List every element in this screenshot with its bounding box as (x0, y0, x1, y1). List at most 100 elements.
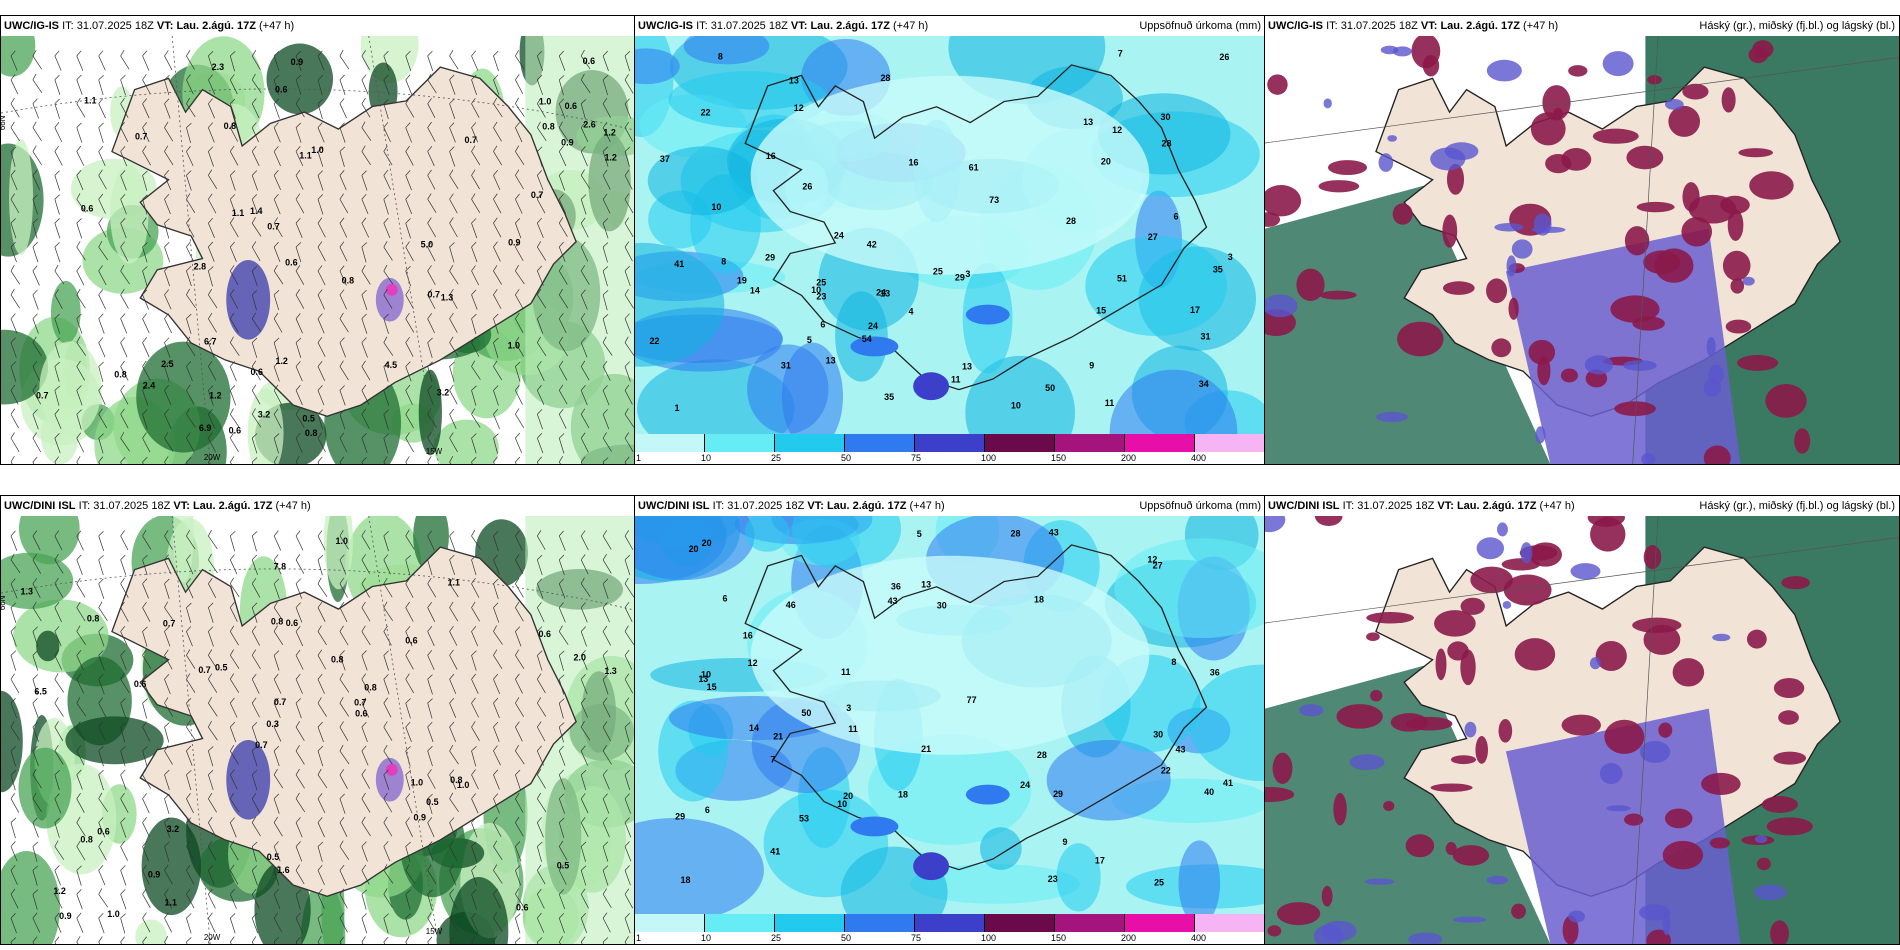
wind-barb (295, 936, 303, 944)
wind-barb (580, 385, 588, 406)
wind-barb (273, 530, 282, 551)
high-cloud-patch (1721, 87, 1736, 113)
precip-value: 0.6 (285, 258, 297, 268)
accum-value: 22 (649, 336, 659, 346)
precip-value: 7.8 (274, 561, 286, 571)
wind-barb (427, 649, 435, 671)
precip-value: 0.3 (266, 719, 278, 729)
precip-value: 0.7 (465, 135, 477, 145)
wind-barb (164, 456, 173, 464)
wind-barb (317, 721, 324, 743)
wind-barb (295, 432, 303, 453)
wind-barb (361, 145, 371, 165)
accum-value: 37 (660, 154, 670, 164)
wind-barb (164, 361, 170, 382)
precip-area (1178, 840, 1221, 914)
high-cloud-patch (1658, 722, 1673, 738)
accum-value: 6 (820, 319, 825, 329)
wind-barb (317, 75, 324, 96)
wind-barb (602, 146, 609, 167)
wind-barb (515, 601, 524, 622)
wind-barb (558, 840, 568, 861)
longitude-line (1632, 36, 1659, 464)
wind-barb (602, 74, 609, 96)
clouds-map[interactable] (1265, 516, 1899, 944)
wind-barb (54, 840, 65, 860)
high-cloud-patch (1662, 840, 1704, 870)
precip-wind-map[interactable]: 66N 20W 15W 0.9 0.7 0.7 1.2 0.7 1.4 1.1 0.6 2.5 4.5 6… (1, 36, 635, 464)
accum-value: 30 (1161, 112, 1171, 122)
wind-barb (120, 384, 129, 405)
wind-barb (558, 602, 566, 623)
wind-barb (164, 265, 170, 287)
wind-barb (405, 530, 415, 550)
precip-value: 1.2 (275, 356, 287, 366)
mid-cloud-patch (1742, 276, 1755, 286)
wind-barb (580, 337, 588, 358)
wind-barb (32, 265, 40, 286)
wind-barb (383, 409, 389, 430)
wind-barb (361, 408, 370, 429)
wind-barb (624, 361, 631, 382)
wind-barb (471, 385, 477, 406)
wind-barb (54, 912, 62, 933)
accum-value: 3 (965, 269, 970, 279)
precip-value: 6.9 (199, 423, 211, 433)
panel-precip-wind-bottom: UWC/DINI ISL IT: 31.07.2025 18Z VT: Lau.… (0, 495, 636, 945)
wind-barb (295, 554, 305, 574)
wind-barb (361, 433, 368, 454)
panel-header: UWC/IG-IS IT: 31.07.2025 18Z VT: Lau. 2.… (635, 16, 1265, 36)
wind-barb (142, 337, 150, 358)
precip-area (1, 36, 36, 77)
wind-barb (295, 122, 302, 143)
mid-cloud-patch (1392, 46, 1412, 57)
wind-barb (427, 530, 435, 551)
wind-barb (602, 841, 609, 862)
mid-cloud-patch (1602, 51, 1634, 77)
wind-barb (120, 170, 127, 191)
wind-barb (120, 122, 129, 142)
wind-barb (558, 121, 569, 142)
wind-barb (164, 337, 171, 358)
wind-barb (383, 264, 394, 285)
wind-barb (580, 289, 588, 310)
wind-barb (493, 360, 503, 381)
wind-barb (383, 816, 393, 837)
wind-barb (383, 697, 392, 718)
accum-value: 53 (799, 814, 809, 824)
accum-value: 4 (909, 306, 914, 316)
accum-map[interactable]: 9 16 17 13 28 29 34 30 31 50 22 24 26 25 25 8 10 13 11 13 15… (635, 36, 1265, 434)
accum-value: 11 (951, 375, 960, 385)
panel-header: UWC/IG-IS IT: 31.07.2025 18Z VT: Lau. 2.… (1265, 16, 1899, 36)
accum-value: 22 (1161, 766, 1171, 776)
wind-barb (273, 169, 281, 191)
high-cloud-patch (1528, 339, 1556, 365)
precip-value: 0.9 (414, 813, 426, 823)
high-cloud-patch (1709, 837, 1730, 849)
wind-barb (427, 577, 437, 598)
wind-barb (10, 264, 20, 285)
wind-barb (405, 145, 414, 166)
wind-barb (515, 384, 523, 405)
wind-barb (624, 936, 634, 944)
panel-title-right: Uppsöfnuð úrkoma (mm) (1139, 20, 1261, 32)
legend-label: 1 (636, 453, 642, 463)
accum-map[interactable]: 12 15 20 29 28 18 30 43 27 23 50 53 30 20 21 24 28 29 18 3 6… (635, 516, 1265, 914)
wind-barb (32, 745, 39, 766)
wind-barb (427, 50, 434, 72)
wind-barb (76, 865, 82, 886)
wind-barb (405, 673, 415, 694)
wind-barb (624, 722, 631, 743)
accum-value: 46 (786, 600, 796, 610)
wind-barb (602, 578, 609, 599)
wind-barb (76, 97, 86, 118)
wind-barb (383, 50, 390, 72)
wind-barb (164, 626, 171, 647)
wind-barb (98, 313, 105, 334)
wind-barb (449, 840, 458, 861)
precip-wind-map[interactable]: 66N 20W 15W 0.7 0.6 1.0 0.8 0.8 0.6 0.5 1.2 0.9 0.6 0… (1, 516, 635, 944)
precip-value: 1.1 (84, 96, 96, 106)
clouds-map[interactable] (1265, 36, 1899, 464)
wind-barb (54, 385, 61, 406)
wind-barb (449, 146, 456, 167)
